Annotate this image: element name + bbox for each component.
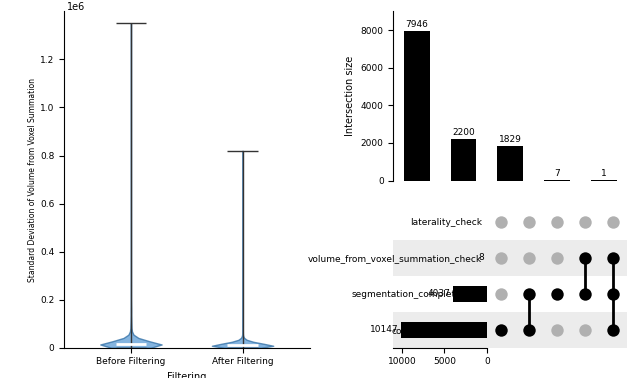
Bar <box>394 312 487 348</box>
Text: 7946: 7946 <box>405 20 428 29</box>
Point <box>608 327 618 333</box>
Text: 8: 8 <box>479 253 484 262</box>
Bar <box>404 31 429 181</box>
Point <box>552 255 562 261</box>
Point <box>580 291 590 297</box>
Text: 1e6: 1e6 <box>67 2 84 12</box>
X-axis label: Filtering: Filtering <box>167 372 207 378</box>
Point <box>580 219 590 225</box>
Point <box>496 327 506 333</box>
Bar <box>401 322 487 338</box>
Y-axis label: Standard Deviation of Volume from Voxel Summation: Standard Deviation of Volume from Voxel … <box>28 77 37 282</box>
Point <box>552 327 562 333</box>
Y-axis label: Intersection size: Intersection size <box>345 56 355 136</box>
Point <box>552 219 562 225</box>
Text: 1: 1 <box>601 169 607 178</box>
Point <box>524 291 534 297</box>
Point <box>608 291 618 297</box>
Text: 1829: 1829 <box>499 135 522 144</box>
Point <box>496 291 506 297</box>
Text: 7: 7 <box>554 169 560 178</box>
Text: 10147: 10147 <box>369 325 398 334</box>
Point <box>580 327 590 333</box>
Point <box>608 255 618 261</box>
Text: 4037: 4037 <box>427 289 450 298</box>
Bar <box>394 240 487 276</box>
Point <box>524 219 534 225</box>
Bar <box>452 286 487 302</box>
Point <box>524 255 534 261</box>
Point <box>496 255 506 261</box>
Bar <box>487 312 627 348</box>
Point <box>524 327 534 333</box>
Text: 2200: 2200 <box>452 128 475 137</box>
Bar <box>487 240 627 276</box>
Point <box>608 219 618 225</box>
Point <box>552 291 562 297</box>
Point <box>496 219 506 225</box>
Bar <box>497 146 523 181</box>
Bar <box>451 139 476 181</box>
Point <box>580 255 590 261</box>
